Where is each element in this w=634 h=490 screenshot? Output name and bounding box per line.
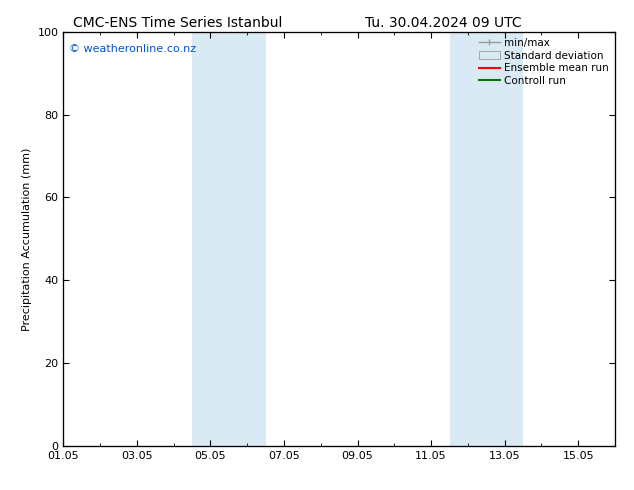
Bar [192, 32, 266, 446]
Text: Tu. 30.04.2024 09 UTC: Tu. 30.04.2024 09 UTC [365, 16, 522, 30]
Bar [450, 32, 523, 446]
Y-axis label: Precipitation Accumulation (mm): Precipitation Accumulation (mm) [22, 147, 32, 331]
Text: CMC-ENS Time Series Istanbul: CMC-ENS Time Series Istanbul [73, 16, 282, 30]
Text: © weatheronline.co.nz: © weatheronline.co.nz [69, 44, 196, 54]
Legend: min/max, Standard deviation, Ensemble mean run, Controll run: min/max, Standard deviation, Ensemble me… [475, 34, 613, 90]
